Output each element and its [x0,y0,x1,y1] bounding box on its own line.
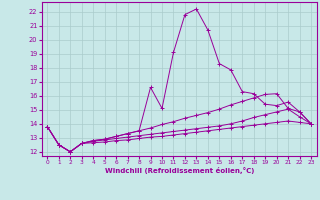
X-axis label: Windchill (Refroidissement éolien,°C): Windchill (Refroidissement éolien,°C) [105,167,254,174]
